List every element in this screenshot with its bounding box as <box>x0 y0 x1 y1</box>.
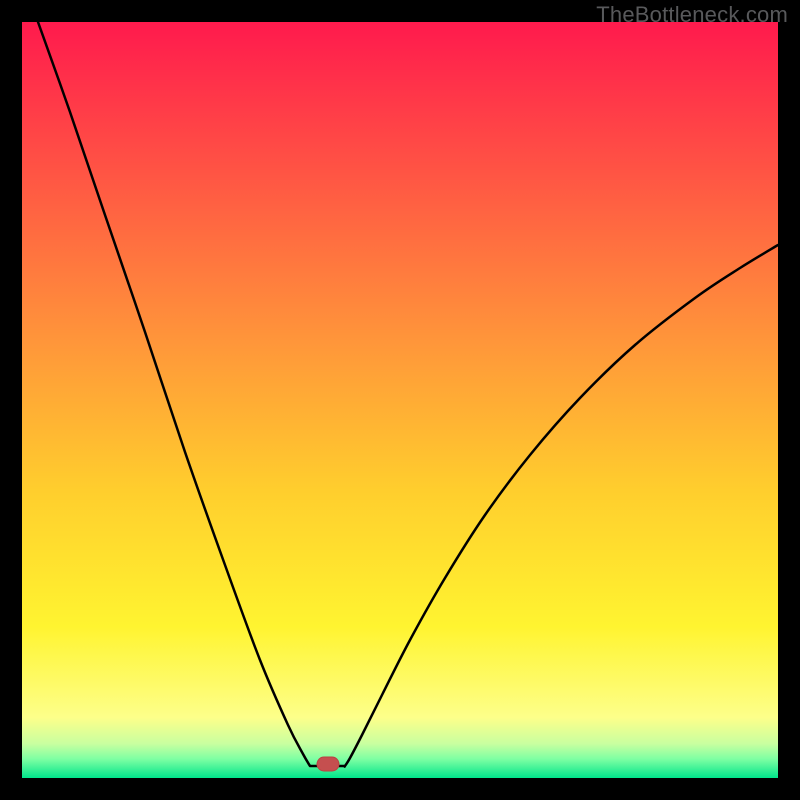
chart-frame: TheBottleneck.com <box>0 0 800 800</box>
bottleneck-chart <box>0 0 800 800</box>
watermark-text: TheBottleneck.com <box>596 2 788 28</box>
gradient-background <box>22 22 778 778</box>
optimal-marker <box>317 757 339 771</box>
